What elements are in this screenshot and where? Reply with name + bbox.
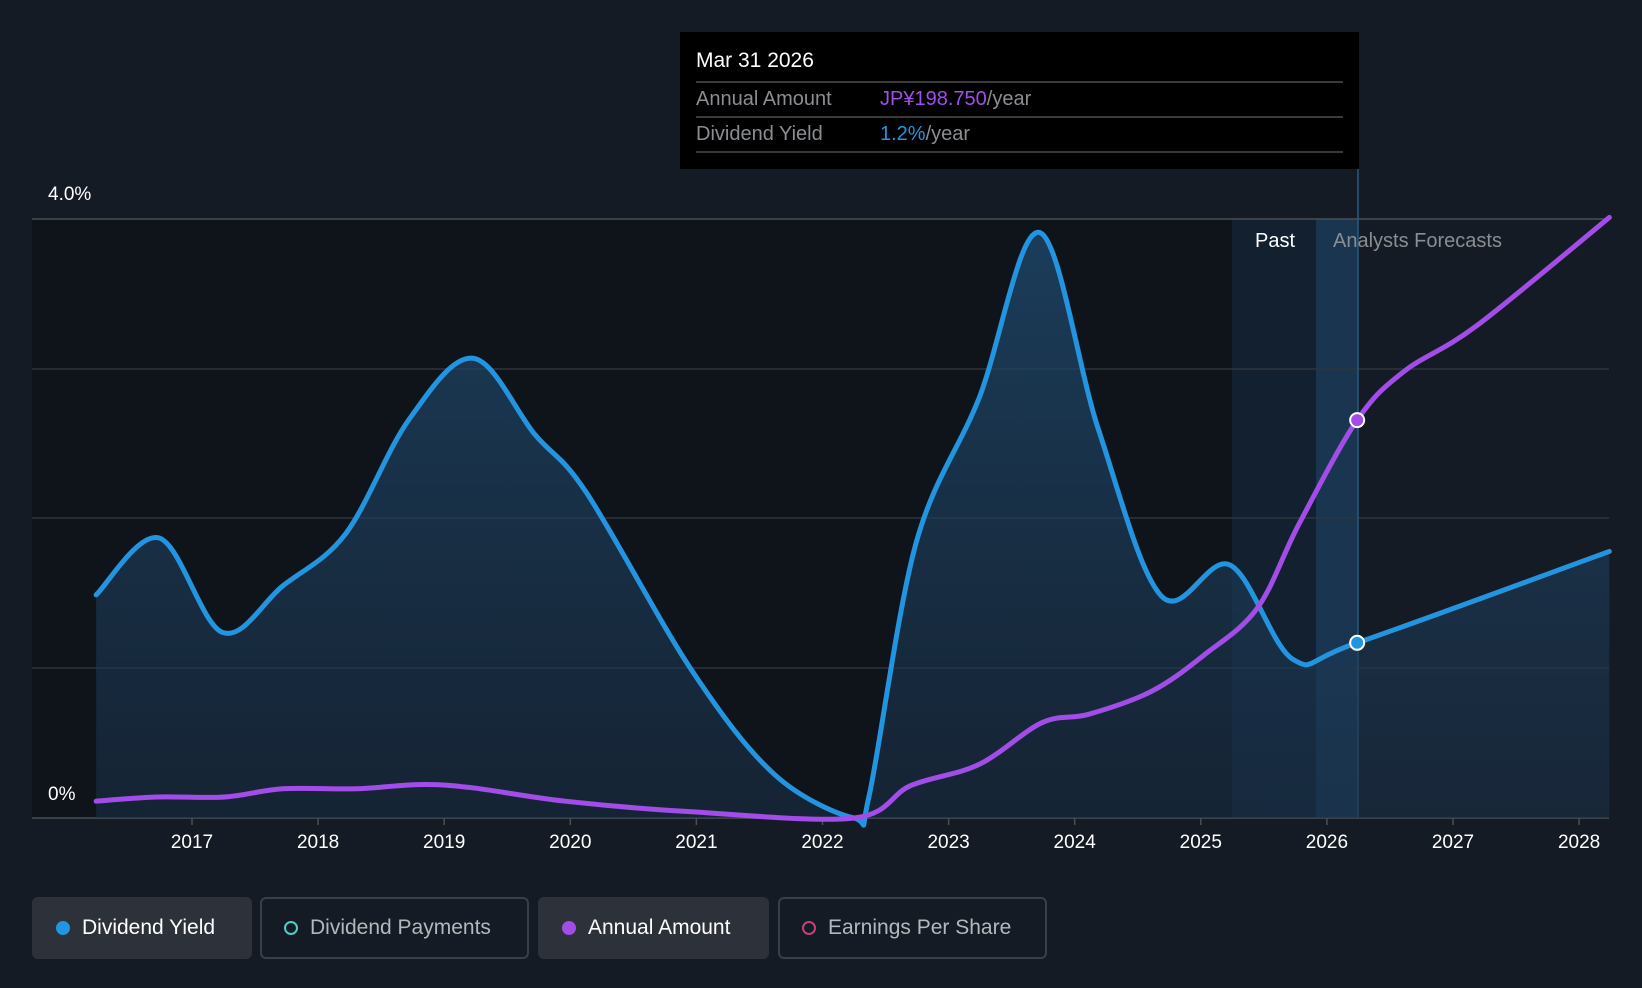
legend-label: Annual Amount	[588, 916, 731, 939]
x-tick-label: 2017	[170, 832, 214, 853]
legend-earnings-per-share[interactable]: Earnings Per Share	[778, 897, 1047, 959]
x-tick-label: 2023	[927, 832, 970, 853]
tooltip-label: Annual Amount	[696, 88, 832, 110]
legend-label: Dividend Payments	[310, 916, 491, 939]
x-tick-label: 2027	[1431, 832, 1475, 853]
x-tick-label: 2019	[423, 832, 466, 853]
tooltip-suffix: /year	[986, 88, 1032, 110]
x-tick-label: 2022	[801, 832, 844, 853]
x-tick-label: 2018	[296, 832, 340, 853]
y-tick-label-top: 4.0%	[48, 184, 92, 205]
series-line-dividend-yield	[93, 229, 1612, 828]
forecast-label: Analysts Forecasts	[1333, 230, 1502, 252]
y-tick-label-zero: 0%	[48, 784, 76, 805]
x-tick-label: 2025	[1179, 832, 1222, 853]
x-tick-label: 2028	[1557, 832, 1601, 853]
tooltip-row-annual-amount: Annual Amount JP¥198.750/year	[696, 81, 1343, 116]
filled-dot-icon	[562, 921, 576, 935]
past-label: Past	[1255, 230, 1296, 252]
series-area-0	[96, 232, 1610, 826]
legend-label: Earnings Per Share	[828, 916, 1012, 939]
highlight-point	[1349, 412, 1366, 429]
tooltip-row-dividend-yield: Dividend Yield 1.2%/year	[696, 116, 1343, 151]
x-tick-label: 2024	[1053, 832, 1096, 853]
x-tick-label: 2021	[675, 832, 718, 853]
hollow-dot-icon	[802, 921, 816, 935]
legend-label: Dividend Yield	[82, 916, 216, 939]
highlight-point	[1349, 634, 1366, 651]
legend-dividend-yield[interactable]: Dividend Yield	[32, 897, 252, 959]
legend-dividend-payments[interactable]: Dividend Payments	[260, 897, 529, 959]
hollow-dot-icon	[284, 921, 298, 935]
x-tick-label: 2020	[549, 832, 592, 853]
tooltip-value: 1.2%	[880, 123, 926, 145]
tooltip-value: JP¥198.750	[880, 88, 987, 110]
legend-annual-amount[interactable]: Annual Amount	[538, 897, 769, 959]
tooltip: Mar 31 2026 Annual Amount JP¥198.750/yea…	[680, 32, 1359, 169]
filled-dot-icon	[56, 921, 70, 935]
x-tick-label: 2026	[1305, 832, 1349, 853]
tooltip-label: Dividend Yield	[696, 123, 823, 145]
tooltip-date: Mar 31 2026	[696, 49, 814, 72]
tooltip-suffix: /year	[925, 123, 971, 145]
